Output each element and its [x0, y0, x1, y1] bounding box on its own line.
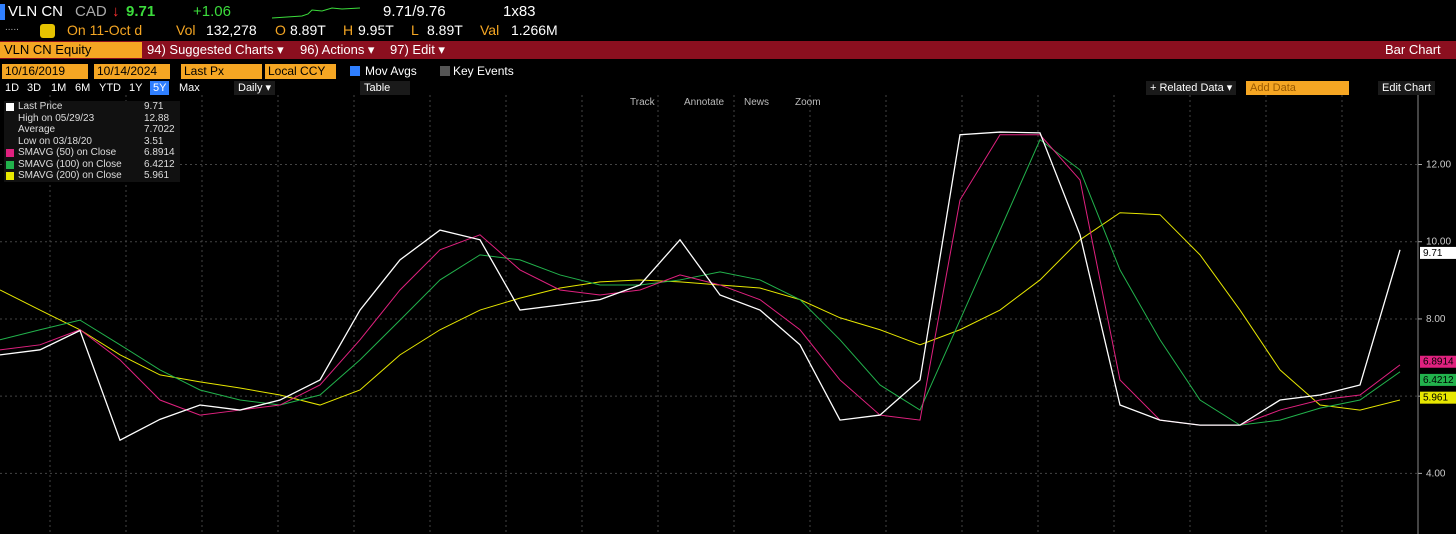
currency: CAD	[75, 3, 107, 20]
related-data[interactable]: + Related Data ▾	[1146, 81, 1237, 95]
series-line	[0, 212, 1401, 411]
legend-value: 9.71	[144, 101, 164, 112]
suggested-charts[interactable]: 94) Suggested Charts ▾	[147, 42, 284, 57]
legend-label: SMAVG (100) on Close	[18, 158, 122, 170]
series-line	[0, 139, 1401, 426]
series-line	[0, 131, 1401, 442]
chart-tool[interactable]: Annotate	[684, 97, 725, 108]
table-button[interactable]: Table	[360, 81, 410, 95]
y-tick-label: 12.00	[1426, 159, 1451, 170]
legend-label: SMAVG (200) on Close	[18, 170, 122, 181]
chart-tool[interactable]: Track	[630, 97, 655, 108]
bid-ask: 9.71/9.76	[383, 3, 446, 20]
y-tick-label: 8.00	[1426, 314, 1446, 325]
arrow: ↓	[112, 3, 120, 20]
sparkline	[272, 7, 361, 19]
legend-row: Last Price 9.71	[4, 101, 180, 113]
period-button[interactable]: Max	[179, 82, 200, 94]
high-label: H	[343, 22, 354, 38]
open-label: O	[275, 22, 286, 38]
security-field[interactable]: VLN CN Equity	[0, 42, 142, 58]
checkbox[interactable]	[350, 66, 360, 76]
chart: 4.006.008.0010.0012.009.716.89146.42125.…	[0, 95, 1456, 534]
period-button[interactable]: 1M	[51, 82, 67, 94]
freq-select[interactable]: Daily ▾	[234, 81, 276, 95]
edit-menu[interactable]: 97) Edit ▾	[390, 42, 445, 57]
checkbox[interactable]	[440, 66, 450, 76]
last-price: 9.71	[126, 3, 156, 20]
period-button[interactable]: 5Y	[150, 81, 170, 95]
low: 8.89T	[427, 22, 463, 38]
legend-label: Average	[18, 124, 56, 135]
open: 8.89T	[290, 22, 326, 38]
legend-swatch	[6, 103, 14, 111]
legend-label: SMAVG (50) on Close	[18, 147, 117, 158]
menu-bar	[0, 41, 1456, 59]
legend-swatch	[6, 160, 14, 169]
last-value-label: 6.4212	[1423, 375, 1454, 386]
legend-label: Last Price	[18, 101, 63, 112]
add-data[interactable]: Add Data	[1246, 81, 1349, 95]
chart-type: Bar Chart	[1385, 42, 1441, 57]
last-value-tag	[1420, 373, 1456, 386]
edit-chart[interactable]: Edit Chart	[1378, 81, 1435, 95]
last-value-label: 6.8914	[1423, 357, 1454, 368]
legend-value: 7.7022	[144, 124, 175, 135]
focus-bar	[0, 4, 5, 20]
last-value-tag	[1420, 246, 1456, 259]
val-label: Val	[480, 22, 500, 38]
change: +1.06	[193, 3, 231, 20]
last-value-tag	[1420, 391, 1456, 404]
period-button[interactable]: 1Y	[129, 82, 143, 94]
legend-row: SMAVG (50) on Close 6.8914	[4, 147, 180, 159]
low-label: L	[411, 22, 419, 38]
period-button[interactable]: 3D	[27, 82, 42, 94]
last-value-label: 9.71	[1423, 248, 1443, 259]
y-tick-label: 4.00	[1426, 468, 1446, 479]
legend-label: Low on 03/18/20	[18, 135, 92, 147]
start-date[interactable]: 10/16/2019	[2, 64, 88, 79]
value-traded: 1.266M	[511, 22, 558, 38]
high: 9.95T	[358, 22, 394, 38]
trade-date: On 11-Oct d	[67, 22, 143, 38]
y-tick-label: 10.00	[1426, 237, 1451, 248]
legend-row: SMAVG (200) on Close 5.961	[4, 170, 180, 182]
last-value-label: 5.961	[1423, 393, 1448, 404]
size: 1x83	[503, 3, 536, 20]
mov-avgs[interactable]: Mov Avgs	[365, 64, 417, 78]
clock-icon	[40, 24, 55, 38]
legend-row: Low on 03/18/20 3.51	[4, 136, 180, 148]
legend-value: 6.8914	[144, 147, 175, 158]
legend-value: 5.961	[144, 170, 170, 181]
end-date[interactable]: 10/14/2024	[94, 64, 170, 79]
key-events[interactable]: Key Events	[453, 64, 514, 78]
legend-label: High on 05/29/23	[18, 112, 95, 124]
legend-row: High on 05/29/23 12.88	[4, 113, 180, 125]
legend-row: SMAVG (100) on Close 6.4212	[4, 159, 180, 171]
chart-tool[interactable]: Zoom	[795, 97, 821, 108]
legend-swatch	[6, 149, 14, 157]
legend-value: 3.51	[144, 135, 164, 147]
dots: .....	[5, 22, 19, 33]
legend: Last Price 9.71 High on 05/29/23 12.88 Avera…	[4, 101, 180, 182]
last-value-tag	[1420, 355, 1456, 368]
field-select[interactable]: Last Px	[181, 64, 262, 79]
ticker: VLN CN	[8, 3, 64, 20]
volume: 132,278	[206, 22, 257, 38]
period-button[interactable]: YTD	[99, 82, 121, 94]
legend-value: 12.88	[144, 112, 170, 124]
period-button[interactable]: 1D	[5, 82, 20, 94]
legend-swatch	[6, 172, 14, 180]
vol-label: Vol	[176, 22, 196, 38]
legend-row: Average 7.7022	[4, 124, 180, 136]
ccy-select[interactable]: Local CCY	[265, 64, 336, 79]
period-button[interactable]: 6M	[75, 82, 91, 94]
legend-value: 6.4212	[144, 158, 175, 170]
chart-tool[interactable]: News	[744, 97, 770, 108]
actions-menu[interactable]: 96) Actions ▾	[300, 42, 375, 57]
